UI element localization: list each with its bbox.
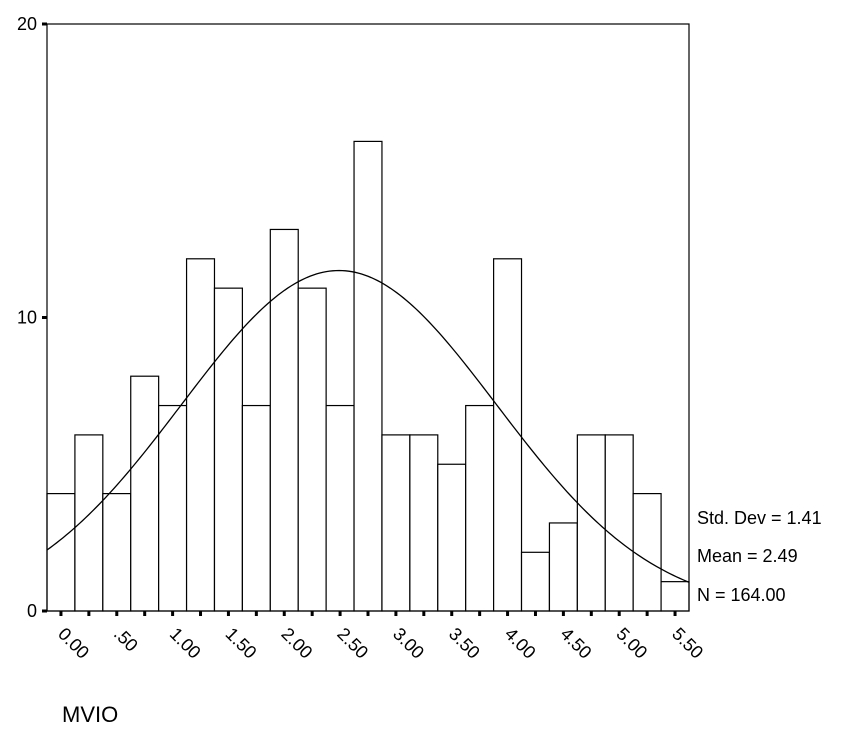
y-axis: 0 10 20 xyxy=(17,14,47,621)
x-tick-label: 5.00 xyxy=(612,624,651,663)
y-tick-label: 20 xyxy=(17,14,37,34)
y-tick-label: 0 xyxy=(27,601,37,621)
x-axis-label: MVIO xyxy=(62,702,118,727)
histogram-bar xyxy=(297,287,327,612)
x-tick-label: 3.00 xyxy=(389,624,428,663)
histogram-bar xyxy=(437,463,467,612)
histogram-bar xyxy=(604,434,634,612)
x-tick-label: 4.50 xyxy=(557,624,596,663)
histogram-bar xyxy=(130,375,160,612)
histogram-bar xyxy=(520,551,551,612)
histogram-bar xyxy=(576,434,606,612)
histogram-bar xyxy=(465,404,495,612)
normal-curve xyxy=(46,269,690,583)
x-tick-label: 1.50 xyxy=(222,624,261,663)
x-tick-label: 2.50 xyxy=(333,624,372,663)
x-axis: 0.00 .50 1.00 1.50 2.00 2.50 3.00 3.50 4.00 4.50 5… xyxy=(54,611,707,663)
histogram-bar xyxy=(269,228,299,612)
x-tick-label: 1.00 xyxy=(166,624,205,663)
stat-mean: Mean = 2.49 xyxy=(697,546,798,566)
histogram-bar xyxy=(46,493,76,612)
bars-group xyxy=(46,140,690,612)
stat-std-dev: Std. Dev = 1.41 xyxy=(697,508,822,528)
x-tick-label: 5.50 xyxy=(668,624,707,663)
histogram-bar xyxy=(381,434,411,612)
y-tick-label: 10 xyxy=(17,308,37,328)
histogram-bar xyxy=(102,493,132,612)
histogram-bar xyxy=(158,404,188,612)
x-tick-label: 3.50 xyxy=(445,624,484,663)
histogram-bar xyxy=(241,404,271,612)
histogram-bar xyxy=(493,258,523,612)
x-tick-label: 2.00 xyxy=(277,624,316,663)
histogram-bar xyxy=(213,287,243,612)
histogram-bar xyxy=(548,522,578,612)
histogram-bar xyxy=(185,258,216,612)
histogram-bar xyxy=(325,404,355,612)
x-tick-label: .50 xyxy=(110,624,142,656)
histogram-bar xyxy=(409,434,439,612)
histogram-bar xyxy=(660,581,690,612)
stat-n: N = 164.00 xyxy=(697,585,786,605)
histogram-bar xyxy=(353,140,383,612)
x-tick-label: 4.00 xyxy=(501,624,540,663)
x-tick-label: 0.00 xyxy=(54,624,93,663)
histogram-bar xyxy=(632,493,662,612)
